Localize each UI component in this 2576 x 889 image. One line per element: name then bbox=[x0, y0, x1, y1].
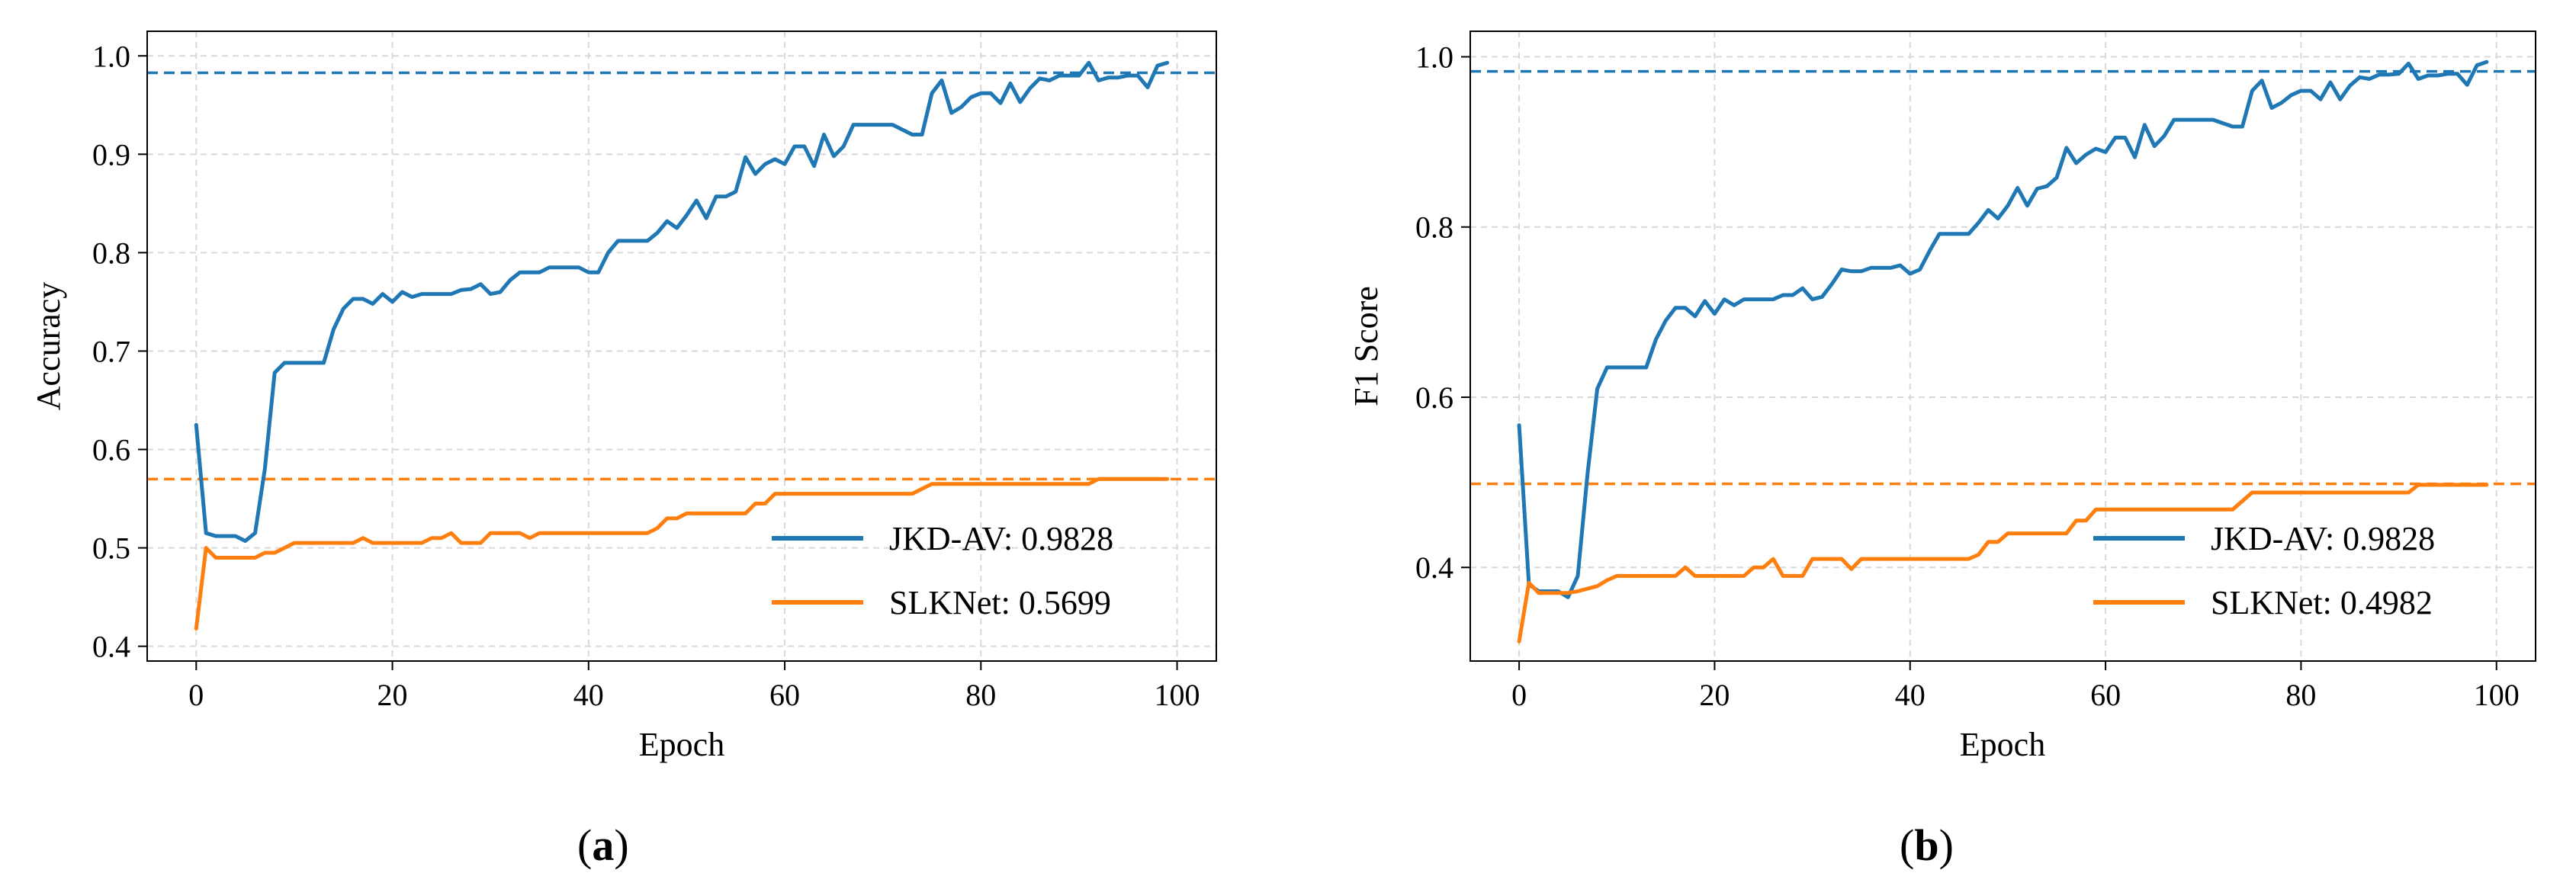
panel-letter-a: a bbox=[592, 820, 614, 870]
y-tick-label: 1.0 bbox=[92, 39, 130, 73]
legend-label-slknet: SLKNet: 0.5699 bbox=[889, 584, 1111, 621]
plot-area-background bbox=[147, 31, 1216, 661]
series-line-jkd-av bbox=[1517, 59, 2489, 599]
x-tick-label: 80 bbox=[965, 678, 996, 712]
y-axis-label: F1 Score bbox=[1347, 286, 1385, 406]
series-line-slknet bbox=[1517, 483, 2489, 643]
series-lines bbox=[1517, 59, 2489, 643]
x-axis-label: Epoch bbox=[639, 726, 724, 763]
x-tick-label: 100 bbox=[2474, 678, 2520, 712]
series-lines bbox=[194, 60, 1170, 631]
x-tick-label: 40 bbox=[1895, 678, 1926, 712]
series-line-jkd-av bbox=[194, 60, 1170, 543]
y-tick-label: 0.6 bbox=[1415, 380, 1453, 415]
y-tick-label: 0.9 bbox=[92, 137, 130, 172]
panel-letter-b: b bbox=[1914, 820, 1938, 870]
legend: JKD-AV: 0.9828 SLKNet: 0.4982 bbox=[2093, 520, 2435, 621]
reference-lines bbox=[147, 71, 1216, 481]
legend-label-jkd-av: JKD-AV: 0.9828 bbox=[889, 520, 1113, 557]
x-tick-label: 60 bbox=[769, 678, 800, 712]
y-tick-label: 1.0 bbox=[1415, 40, 1453, 74]
y-axis-label: Accuracy bbox=[30, 282, 67, 411]
reference-lines bbox=[1470, 69, 2536, 486]
y-tick-label: 0.8 bbox=[92, 236, 130, 270]
y-tick-label: 0.7 bbox=[92, 334, 130, 368]
gridlines bbox=[1470, 31, 2536, 661]
axis-ticks: 0 20 40 60 80 100 0.4 0.6 0.8 1.0 bbox=[1415, 40, 2520, 712]
x-tick-label: 20 bbox=[377, 678, 408, 712]
series-line-slknet bbox=[194, 477, 1170, 631]
panel-label-b: (b) bbox=[1900, 820, 1954, 870]
legend: JKD-AV: 0.9828 SLKNet: 0.5699 bbox=[772, 520, 1113, 621]
y-tick-label: 0.4 bbox=[1415, 550, 1453, 585]
plot-frame bbox=[146, 30, 1217, 662]
gridlines bbox=[147, 31, 1216, 661]
x-tick-label: 0 bbox=[188, 678, 204, 712]
panel-label-a: (a) bbox=[577, 820, 629, 870]
y-tick-label: 0.5 bbox=[92, 531, 130, 566]
plot-frame bbox=[1469, 30, 2536, 662]
y-tick-label: 0.6 bbox=[92, 433, 130, 467]
x-axis-label: Epoch bbox=[1960, 726, 2045, 763]
y-tick-label: 0.4 bbox=[92, 630, 130, 664]
x-tick-label: 80 bbox=[2285, 678, 2316, 712]
x-tick-label: 0 bbox=[1511, 678, 1527, 712]
x-tick-label: 20 bbox=[1699, 678, 1730, 712]
x-tick-label: 60 bbox=[2090, 678, 2121, 712]
legend-label-slknet: SLKNet: 0.4982 bbox=[2211, 584, 2433, 621]
axis-ticks: 0 20 40 60 80 100 0.4 0.5 0.6 0.7 0.8 0.9 1.0 bbox=[92, 39, 1200, 712]
x-tick-label: 100 bbox=[1155, 678, 1200, 712]
x-tick-label: 40 bbox=[573, 678, 604, 712]
legend-label-jkd-av: JKD-AV: 0.9828 bbox=[2211, 520, 2435, 557]
y-tick-label: 0.8 bbox=[1415, 210, 1453, 245]
plot-area-background bbox=[1470, 31, 2536, 661]
